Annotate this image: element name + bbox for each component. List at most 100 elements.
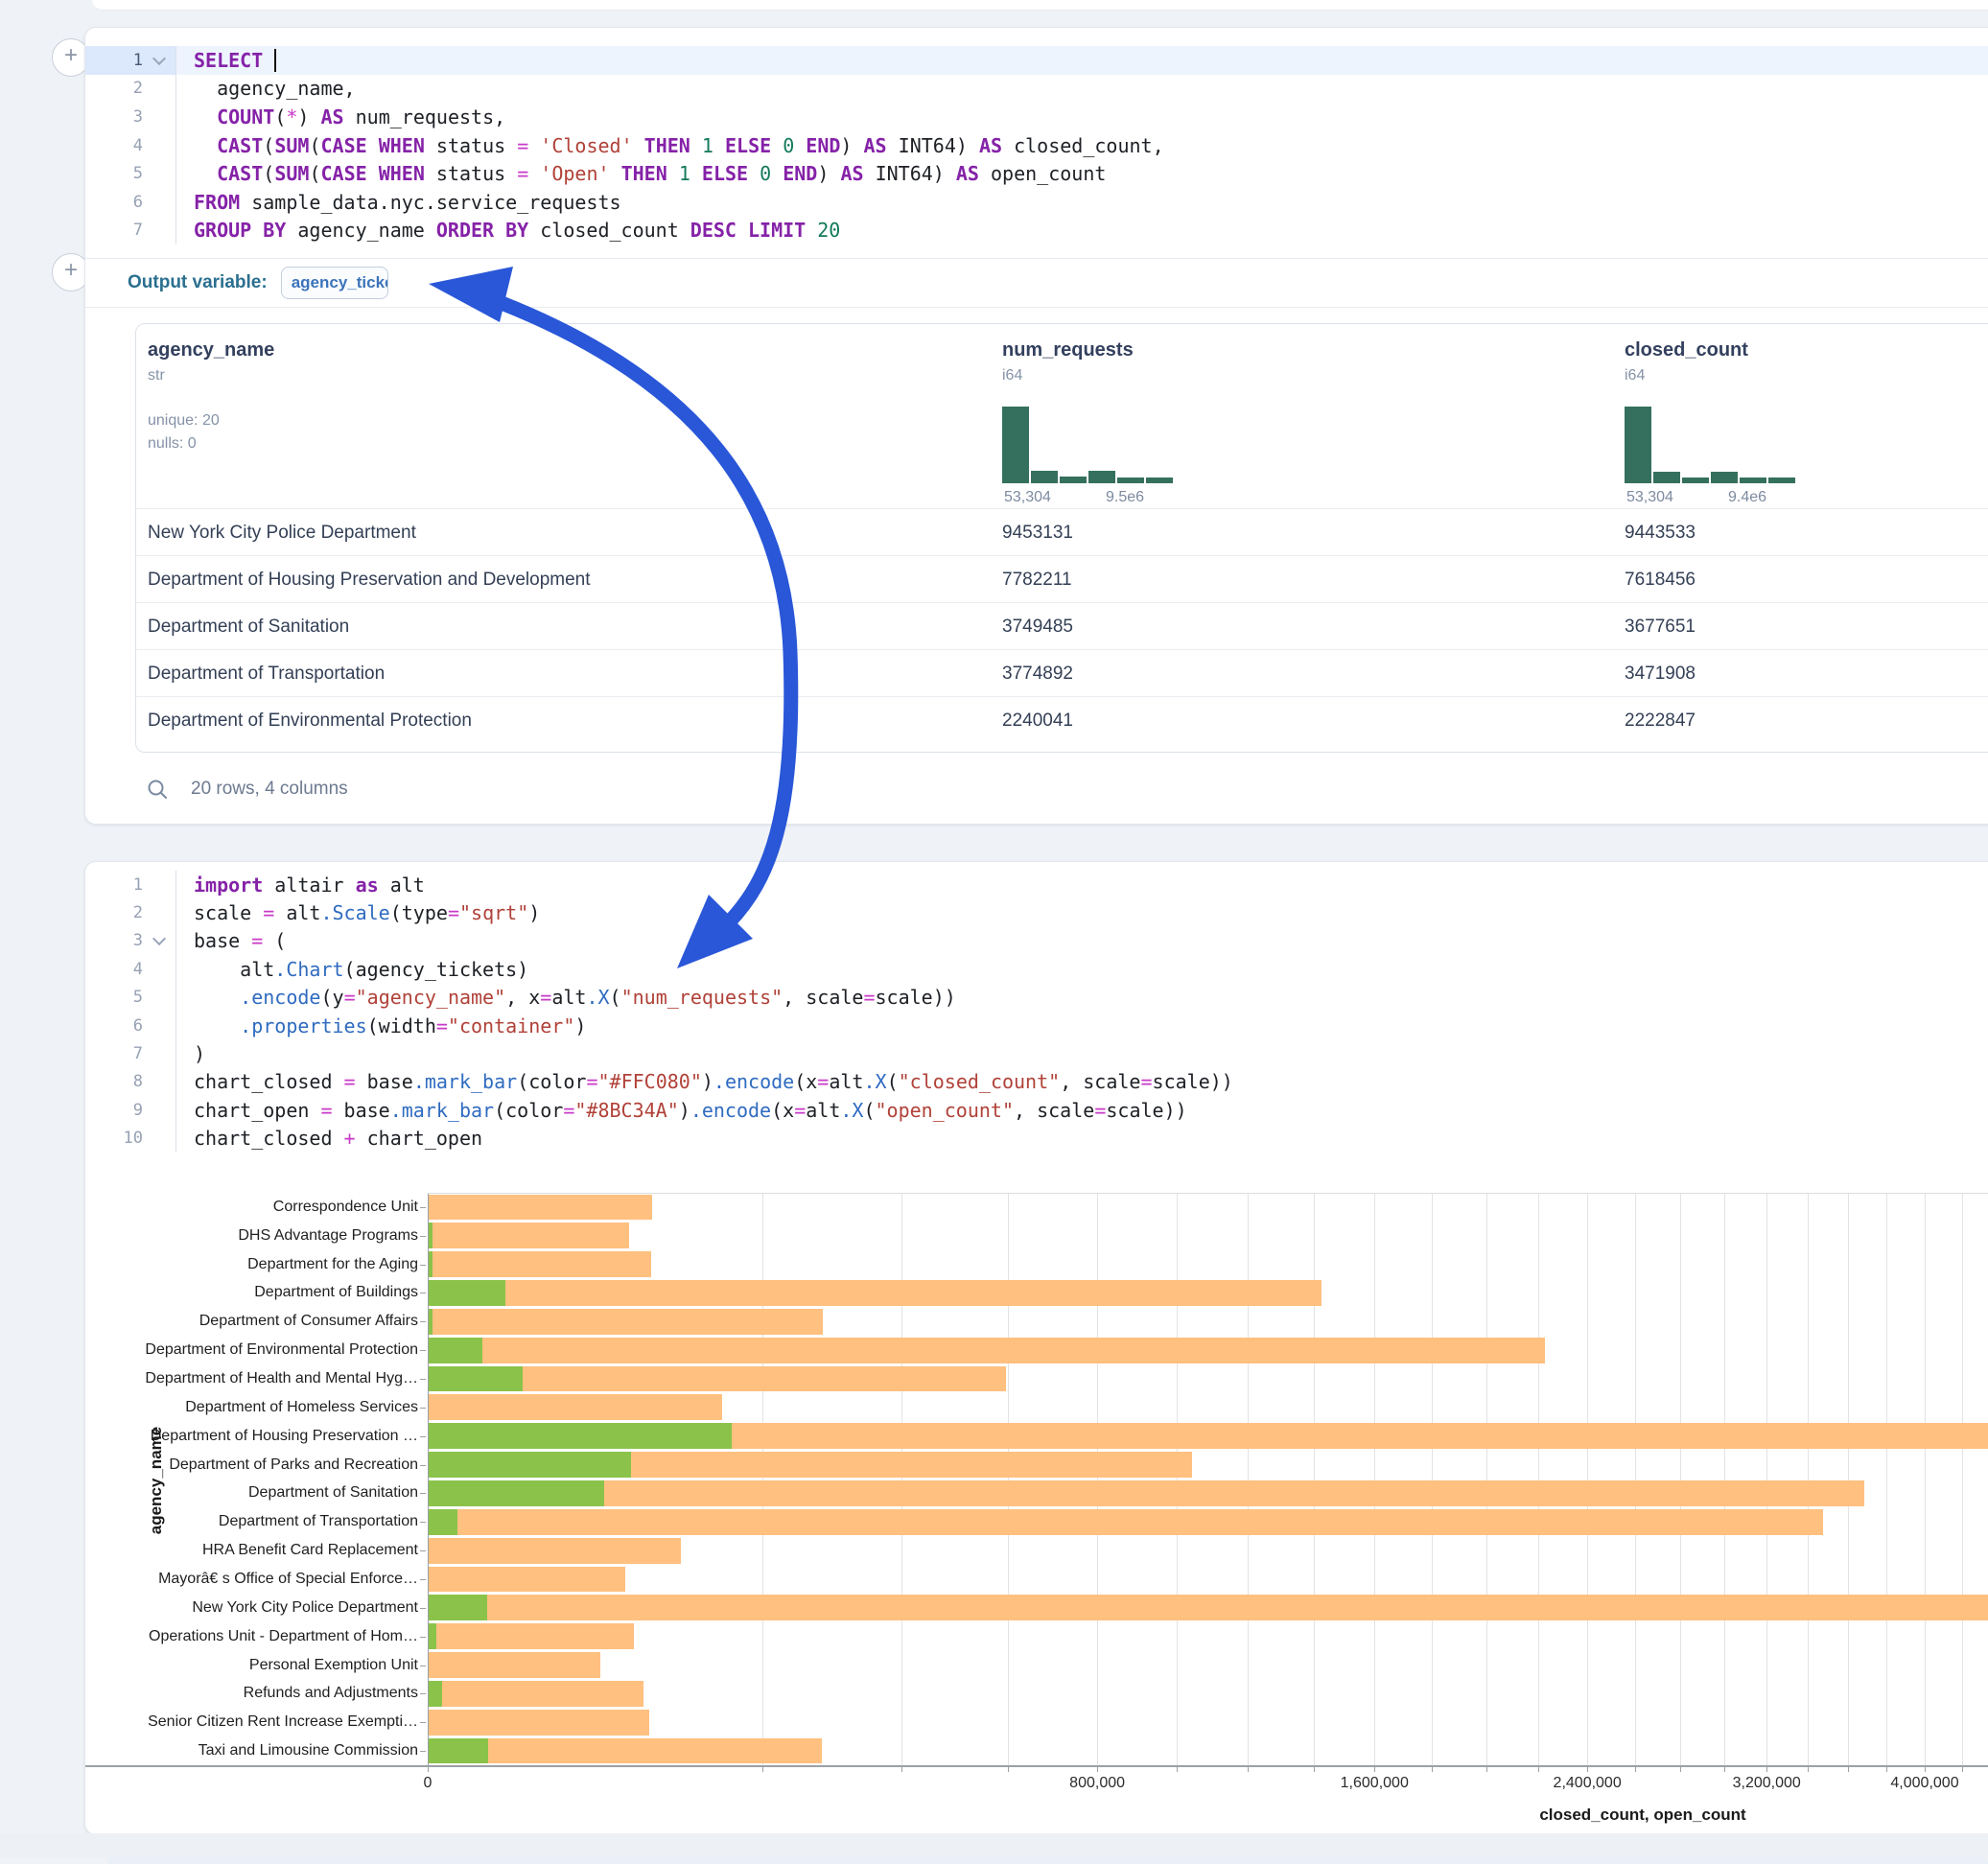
line-number[interactable]: 2 bbox=[132, 903, 143, 923]
code-line[interactable]: 7 GROUP BY agency_name ORDER BY closed_co… bbox=[85, 216, 1988, 245]
table-row[interactable]: Department of Transportation 3774892 34719… bbox=[136, 649, 1988, 697]
line-number[interactable]: 6 bbox=[132, 1015, 143, 1036]
line-number[interactable]: 9 bbox=[132, 1100, 143, 1120]
sql-editor[interactable]: 1 SELECT 2 agency_name, 3 COUNT(*) AS num_… bbox=[85, 46, 1988, 245]
code-text[interactable]: chart_open = base .mark_bar (color = "#8BC34… bbox=[175, 1096, 1988, 1125]
code-text[interactable]: SELECT bbox=[175, 46, 1988, 75]
line-number[interactable]: 3 bbox=[85, 927, 175, 955]
column-header-num_requests[interactable]: num_requests i64 bbox=[1002, 339, 1134, 384]
next-cell-edge bbox=[107, 1856, 1988, 1864]
chart-gridline bbox=[1961, 1193, 1963, 1765]
bar-open_count bbox=[429, 1737, 488, 1764]
fold-chevron-icon[interactable] bbox=[152, 51, 167, 65]
line-number[interactable]: 6 bbox=[132, 192, 143, 212]
y-axis-tick bbox=[420, 1350, 426, 1352]
line-number[interactable]: 1 bbox=[85, 46, 175, 75]
code-line[interactable]: 5 .encode (y = "agency_name", x = alt .X("num_… bbox=[85, 983, 1988, 1012]
code-text[interactable]: agency_name, bbox=[175, 74, 1988, 104]
code-text[interactable]: alt .Chart (agency_tickets) bbox=[175, 955, 1988, 984]
code-text[interactable]: CAST(SUM(CASE WHEN status = 'Open' THEN … bbox=[175, 159, 1988, 188]
y-axis-label: Taxi and Limousine Commission bbox=[198, 1742, 418, 1759]
bar-closed_count bbox=[429, 1652, 600, 1678]
code-line[interactable]: 8 chart_closed = base .mark_bar (color = "#FF… bbox=[85, 1067, 1988, 1097]
code-text[interactable]: CAST(SUM(CASE WHEN status = 'Closed' THE… bbox=[175, 130, 1988, 160]
y-axis-tick bbox=[420, 1464, 426, 1466]
x-axis-tick bbox=[1247, 1765, 1249, 1772]
cell-agency-name: Department of Sanitation bbox=[148, 616, 350, 637]
line-number[interactable]: 4 bbox=[132, 959, 143, 979]
column-type: i64 bbox=[1002, 367, 1023, 384]
cell-agency-name: Department of Transportation bbox=[148, 663, 386, 684]
cell-num-requests: 3774892 bbox=[1002, 663, 1073, 684]
code-text[interactable]: base = ( bbox=[175, 926, 1988, 956]
y-axis-label: Senior Citizen Rent Increase Exempti… bbox=[148, 1713, 418, 1731]
code-line[interactable]: 6 FROM sample_data.nyc.service_requests bbox=[85, 187, 1988, 217]
bar-closed_count bbox=[429, 1223, 630, 1249]
y-axis-tick bbox=[420, 1407, 426, 1409]
table-row[interactable]: Department of Housing Preservation and D… bbox=[136, 555, 1988, 603]
code-line[interactable]: 6 .properties (width = "container") bbox=[85, 1011, 1988, 1040]
bar-closed_count bbox=[429, 1308, 823, 1335]
line-number[interactable]: 4 bbox=[132, 135, 143, 155]
code-line[interactable]: 2 agency_name, bbox=[85, 74, 1988, 104]
code-line[interactable]: 7) bbox=[85, 1039, 1988, 1068]
line-number[interactable]: 1 bbox=[132, 874, 143, 895]
chart-gridline bbox=[1723, 1193, 1725, 1765]
bar-closed_count bbox=[429, 1680, 644, 1707]
code-text[interactable]: import altair as alt bbox=[175, 871, 1988, 899]
y-axis-tick bbox=[420, 1235, 426, 1237]
y-axis-tick bbox=[420, 1493, 426, 1495]
x-axis-tick-label: 2,400,000 bbox=[1553, 1775, 1622, 1791]
search-icon[interactable] bbox=[147, 779, 168, 800]
code-line[interactable]: 1 SELECT bbox=[85, 46, 1988, 75]
dataframe-preview: agency_name str unique: 20 nulls: 0 num_requ… bbox=[135, 323, 1988, 753]
table-row[interactable]: New York City Police Department 9453131 94… bbox=[136, 508, 1988, 556]
column-header-agency_name[interactable]: agency_name str unique: 20 nulls: 0 bbox=[148, 339, 274, 455]
add-cell-button[interactable]: + bbox=[52, 253, 90, 291]
y-axis-label: Operations Unit - Department of Hom… bbox=[149, 1627, 418, 1644]
code-line[interactable]: 3 COUNT(*) AS num_requests, bbox=[85, 103, 1988, 131]
line-number[interactable]: 5 bbox=[132, 164, 143, 184]
code-line[interactable]: 10 chart_closed + chart_open bbox=[85, 1124, 1988, 1153]
table-row[interactable]: Department of Sanitation 3749485 3677651 bbox=[136, 602, 1988, 650]
chart-gridline bbox=[1886, 1193, 1888, 1765]
code-text[interactable]: scale = alt .Scale (type = "sqrt") bbox=[175, 898, 1988, 927]
histogram-bar bbox=[1117, 477, 1144, 483]
line-number[interactable]: 10 bbox=[123, 1129, 143, 1149]
line-number[interactable]: 5 bbox=[132, 988, 143, 1008]
add-cell-button[interactable]: + bbox=[52, 38, 90, 77]
histogram-min-label: 53,304 bbox=[1626, 489, 1673, 505]
line-number[interactable]: 7 bbox=[132, 1044, 143, 1064]
code-line[interactable]: 4 CAST(SUM(CASE WHEN status = 'Closed' T… bbox=[85, 130, 1988, 160]
x-axis-tick-label: 3,200,000 bbox=[1732, 1775, 1801, 1791]
code-text[interactable]: FROM sample_data.nyc.service_requests bbox=[175, 187, 1988, 217]
code-line[interactable]: 5 CAST(SUM(CASE WHEN status = 'Open' THE… bbox=[85, 159, 1988, 188]
line-number[interactable]: 2 bbox=[132, 79, 143, 99]
code-line[interactable]: 2 scale = alt .Scale (type = "sqrt") bbox=[85, 898, 1988, 927]
table-row[interactable]: Department of Environmental Protection 22… bbox=[136, 696, 1988, 744]
code-line[interactable]: 1 import altair as alt bbox=[85, 871, 1988, 899]
x-axis-tick bbox=[1587, 1765, 1589, 1772]
code-text[interactable]: chart_closed = base .mark_bar (color = "#FFC… bbox=[175, 1067, 1988, 1097]
bar-open_count bbox=[429, 1337, 483, 1363]
code-text[interactable]: GROUP BY agency_name ORDER BY closed_cou… bbox=[175, 216, 1988, 245]
y-axis-label: Department of Housing Preservation … bbox=[150, 1427, 418, 1444]
line-number[interactable]: 3 bbox=[132, 106, 143, 127]
x-axis-title: closed_count, open_count bbox=[1539, 1806, 1746, 1824]
code-line[interactable]: 4 alt .Chart (agency_tickets) bbox=[85, 955, 1988, 984]
cell-num-requests: 9453131 bbox=[1002, 522, 1073, 543]
line-number[interactable]: 8 bbox=[132, 1072, 143, 1092]
column-name: agency_name bbox=[148, 339, 275, 361]
code-text[interactable]: COUNT(*) AS num_requests, bbox=[175, 103, 1988, 131]
code-text[interactable]: .properties (width = "container") bbox=[175, 1011, 1988, 1040]
code-text[interactable]: chart_closed + chart_open bbox=[175, 1124, 1988, 1153]
code-text[interactable]: .encode (y = "agency_name", x = alt .X("num_re… bbox=[175, 983, 1988, 1012]
column-header-closed_count[interactable]: closed_count i64 bbox=[1625, 339, 1748, 384]
python-editor[interactable]: 1 import altair as alt 2 scale = alt .Scale(… bbox=[85, 871, 1988, 1153]
line-number[interactable]: 7 bbox=[132, 221, 143, 241]
code-line[interactable]: 9 chart_open = base .mark_bar (color = "#8BC3… bbox=[85, 1096, 1988, 1125]
output-variable-pill[interactable]: agency_tickets bbox=[280, 267, 388, 299]
code-text[interactable]: ) bbox=[175, 1039, 1988, 1068]
code-line[interactable]: 3 base = ( bbox=[85, 926, 1988, 956]
column-histogram: 53,304 9.4e6 bbox=[1625, 407, 1797, 505]
